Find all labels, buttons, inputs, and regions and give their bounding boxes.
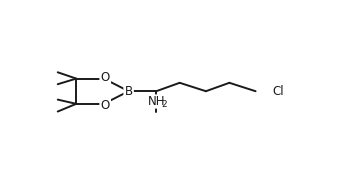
Text: B: B [125, 85, 133, 98]
Text: O: O [101, 71, 110, 84]
Text: O: O [101, 99, 110, 112]
Text: Cl: Cl [272, 85, 284, 98]
Text: NH: NH [147, 95, 165, 108]
Text: 2: 2 [162, 100, 167, 109]
